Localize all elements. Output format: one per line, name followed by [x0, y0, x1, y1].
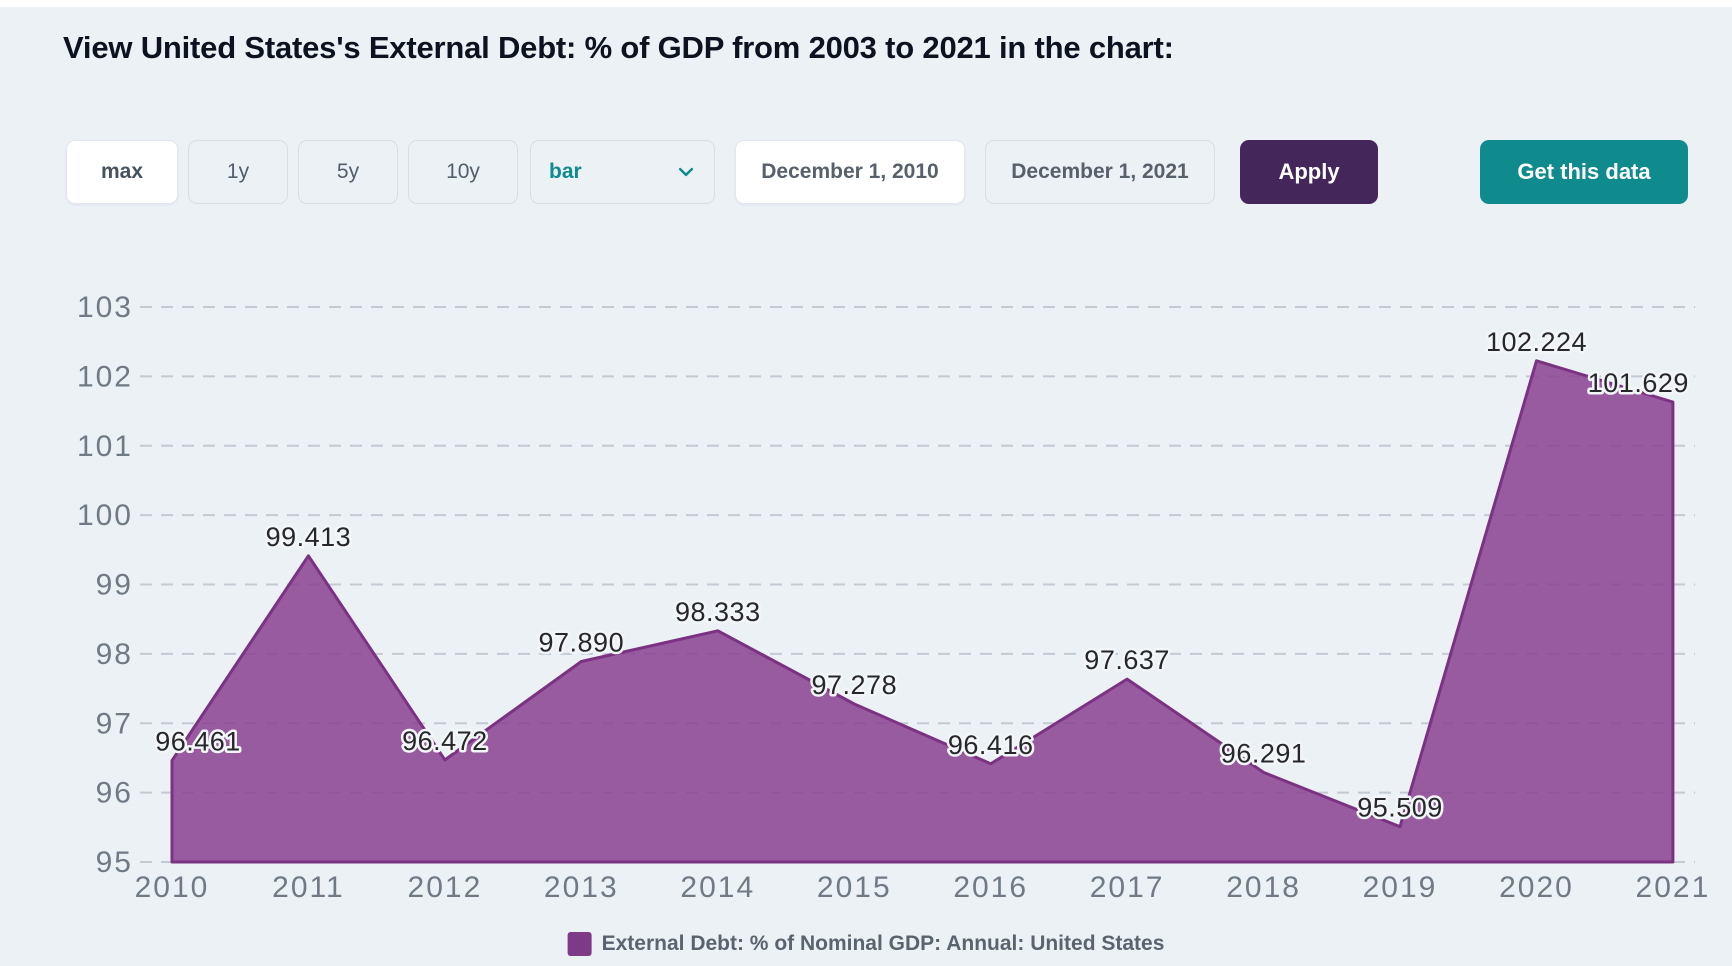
x-axis-tick-label: 2018 [1226, 871, 1301, 904]
apply-button[interactable]: Apply [1240, 140, 1378, 204]
data-label: 101.629 [1588, 368, 1689, 398]
y-axis-tick-label: 96 [96, 777, 133, 810]
x-axis-tick-label: 2016 [953, 871, 1028, 904]
y-axis-tick-label: 99 [96, 569, 133, 602]
data-label: 97.278 [812, 670, 898, 700]
end-date-input[interactable]: December 1, 2021 [985, 140, 1215, 204]
x-axis-tick-label: 2012 [408, 871, 483, 904]
legend-swatch [567, 932, 592, 956]
data-label: 99.413 [266, 522, 352, 552]
x-axis-tick-label: 2020 [1499, 871, 1574, 904]
legend-label: External Debt: % of Nominal GDP: Annual:… [601, 932, 1165, 955]
x-axis-tick-label: 2013 [544, 871, 619, 904]
chevron-down-icon [678, 167, 694, 177]
data-label: 96.416 [948, 730, 1034, 760]
data-label: 96.472 [402, 726, 488, 756]
data-label: 97.637 [1084, 645, 1170, 675]
data-label: 95.509 [1357, 793, 1443, 823]
y-axis-tick-label: 97 [96, 707, 133, 740]
y-axis-tick-label: 102 [77, 360, 133, 393]
chart-type-selected-value: bar [549, 160, 582, 183]
get-this-data-button[interactable]: Get this data [1480, 140, 1688, 204]
data-label: 96.461 [155, 727, 241, 757]
range-button-5y[interactable]: 5y [298, 140, 398, 204]
data-label: 97.890 [539, 628, 625, 658]
y-axis-tick-label: 101 [77, 430, 133, 463]
chart-legend: External Debt: % of Nominal GDP: Annual:… [567, 932, 1165, 956]
top-strip [0, 0, 1732, 7]
y-axis-tick-label: 103 [77, 291, 133, 324]
start-date-input[interactable]: December 1, 2010 [735, 140, 965, 204]
y-axis-tick-label: 98 [96, 638, 133, 671]
x-axis-tick-label: 2011 [272, 871, 345, 904]
data-label: 98.333 [675, 597, 761, 627]
x-axis-tick-label: 2021 [1636, 871, 1711, 904]
y-axis-tick-label: 100 [77, 499, 133, 532]
x-axis-tick-label: 2015 [817, 871, 892, 904]
x-axis-tick-label: 2010 [135, 871, 210, 904]
data-label: 102.224 [1486, 327, 1587, 357]
page-title: View United States's External Debt: % of… [63, 30, 1174, 65]
range-button-max[interactable]: max [66, 140, 178, 204]
y-axis-tick-label: 95 [96, 846, 133, 879]
data-label: 96.291 [1221, 738, 1307, 768]
chart-type-select[interactable]: bar [530, 140, 715, 204]
area-series [170, 359, 1675, 864]
range-button-10y[interactable]: 10y [408, 140, 518, 204]
x-axis-tick-label: 2017 [1090, 871, 1165, 904]
x-axis-tick-label: 2014 [680, 871, 755, 904]
range-button-1y[interactable]: 1y [188, 140, 288, 204]
x-axis-tick-label: 2019 [1363, 871, 1438, 904]
toolbar: max 1y 5y 10y bar December 1, 2010 Decem… [0, 140, 1732, 206]
